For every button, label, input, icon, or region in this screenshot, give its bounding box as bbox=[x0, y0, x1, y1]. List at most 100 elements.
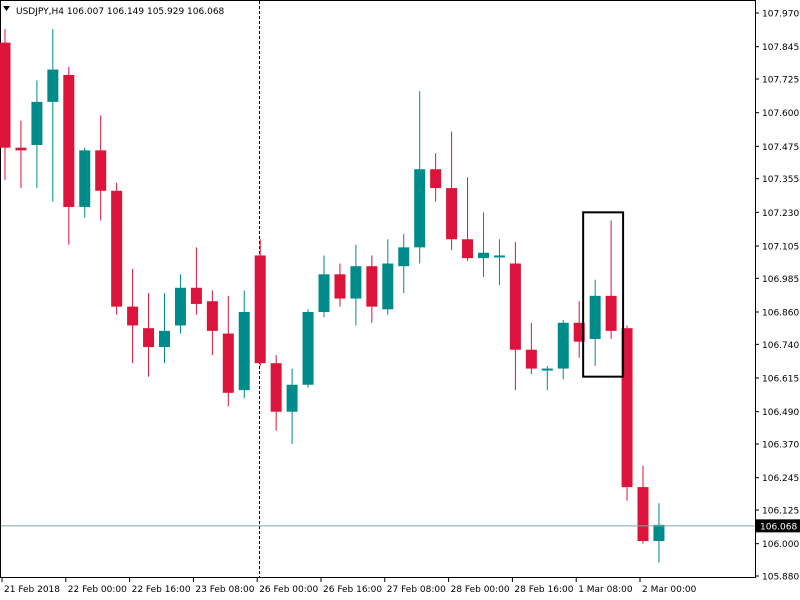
candle bbox=[509, 241, 521, 391]
candle bbox=[334, 263, 346, 307]
y-tick-label: 107.355 bbox=[762, 175, 799, 185]
candle-body bbox=[95, 150, 107, 191]
time-axis: 21 Feb 2018 22 Feb 00:00 22 Feb 16:00 23 Fe… bbox=[1, 577, 697, 595]
candle-body bbox=[206, 301, 218, 331]
y-tick-label: 106.370 bbox=[762, 441, 799, 451]
x-tick-label: 26 Feb 00:00 bbox=[259, 585, 318, 595]
candle bbox=[573, 301, 585, 358]
candle bbox=[159, 293, 170, 364]
candle bbox=[270, 355, 282, 431]
candle-body bbox=[350, 266, 362, 299]
candle bbox=[31, 80, 43, 189]
y-tick-label: 106.245 bbox=[762, 474, 799, 484]
candle bbox=[143, 293, 155, 377]
candle-body bbox=[270, 363, 282, 412]
candle bbox=[63, 66, 75, 245]
candle-body bbox=[478, 252, 489, 259]
x-tick-label: 1 Mar 08:00 bbox=[578, 585, 633, 595]
x-tick-label: 21 Feb 2018 bbox=[4, 585, 60, 595]
candle-body bbox=[127, 306, 139, 326]
candle-body bbox=[190, 287, 202, 304]
candle-body bbox=[111, 190, 123, 307]
candle bbox=[366, 255, 378, 323]
price-label-text: 106.068 bbox=[760, 522, 797, 532]
y-tick-label: 107.845 bbox=[762, 43, 799, 53]
candle bbox=[79, 147, 91, 218]
y-tick-label: 106.125 bbox=[762, 507, 799, 517]
candle bbox=[127, 268, 139, 364]
candle bbox=[605, 220, 617, 339]
candle-body bbox=[573, 322, 585, 342]
candle-body bbox=[79, 150, 91, 207]
candle-body bbox=[430, 169, 442, 189]
price-axis: 107.970 107.845 107.725 107.600 107.475 107.3… bbox=[755, 10, 799, 583]
candle bbox=[350, 244, 362, 326]
candle bbox=[493, 239, 505, 286]
candle bbox=[318, 255, 330, 318]
candle bbox=[111, 182, 123, 315]
candle-body bbox=[302, 312, 314, 385]
candle-body bbox=[414, 169, 426, 248]
triangle-down-icon[interactable] bbox=[3, 6, 10, 11]
current-price-label: 106.068 bbox=[756, 519, 800, 533]
candle bbox=[238, 290, 250, 399]
candle bbox=[621, 325, 633, 501]
candle bbox=[653, 503, 665, 563]
candle bbox=[190, 247, 202, 315]
candle-body bbox=[159, 330, 170, 348]
candle-body bbox=[557, 322, 569, 369]
candle bbox=[382, 239, 394, 315]
y-tick-label: 106.740 bbox=[762, 341, 799, 351]
x-tick-label: 27 Feb 08:00 bbox=[387, 585, 446, 595]
candle bbox=[95, 115, 107, 221]
candle bbox=[222, 295, 234, 407]
y-tick-label: 106.985 bbox=[762, 275, 799, 285]
y-tick-label: 107.600 bbox=[762, 109, 799, 119]
candle-body bbox=[382, 263, 394, 310]
y-tick-label: 106.615 bbox=[762, 375, 799, 385]
candle-body bbox=[63, 74, 75, 207]
candle bbox=[174, 274, 186, 334]
candle bbox=[541, 365, 553, 391]
y-tick-label: 107.230 bbox=[762, 209, 799, 219]
x-tick-label: 22 Feb 00:00 bbox=[68, 585, 127, 595]
price-label-background bbox=[756, 519, 800, 533]
candle-body bbox=[318, 274, 330, 313]
y-tick-label: 105.880 bbox=[762, 573, 799, 583]
candle-body bbox=[398, 247, 410, 267]
candle-body bbox=[254, 255, 266, 364]
candle bbox=[398, 233, 410, 294]
candle-body bbox=[238, 312, 250, 391]
candle-body bbox=[653, 524, 665, 541]
y-tick-label: 106.490 bbox=[762, 408, 799, 418]
candle-body bbox=[47, 69, 59, 102]
candle-body bbox=[222, 333, 234, 393]
candle bbox=[302, 309, 314, 388]
candle-body bbox=[605, 295, 617, 331]
y-tick-label: 107.970 bbox=[762, 10, 799, 20]
symbol-header: USDJPY,H4 106.007 106.149 105.929 106.06… bbox=[3, 6, 225, 17]
candle bbox=[0, 29, 11, 181]
candle-body bbox=[541, 368, 553, 371]
candle-body bbox=[0, 42, 11, 148]
x-tick-label: 22 Feb 16:00 bbox=[132, 585, 191, 595]
y-tick-label: 107.105 bbox=[762, 243, 799, 253]
candle bbox=[446, 131, 458, 251]
candle bbox=[478, 212, 489, 277]
x-tick-label: 28 Feb 00:00 bbox=[451, 585, 510, 595]
y-tick-label: 106.000 bbox=[762, 540, 799, 550]
candle-body bbox=[509, 263, 521, 350]
candle bbox=[637, 465, 649, 544]
candle bbox=[286, 368, 298, 445]
highlight-rectangle[interactable] bbox=[582, 211, 625, 378]
candle-body bbox=[446, 188, 458, 240]
candle-body bbox=[366, 266, 378, 307]
candle-body bbox=[143, 328, 155, 348]
candle bbox=[254, 239, 266, 366]
candle-body bbox=[493, 255, 505, 258]
candle-body bbox=[15, 147, 27, 151]
candle-body bbox=[589, 295, 601, 339]
candle bbox=[47, 29, 59, 202]
